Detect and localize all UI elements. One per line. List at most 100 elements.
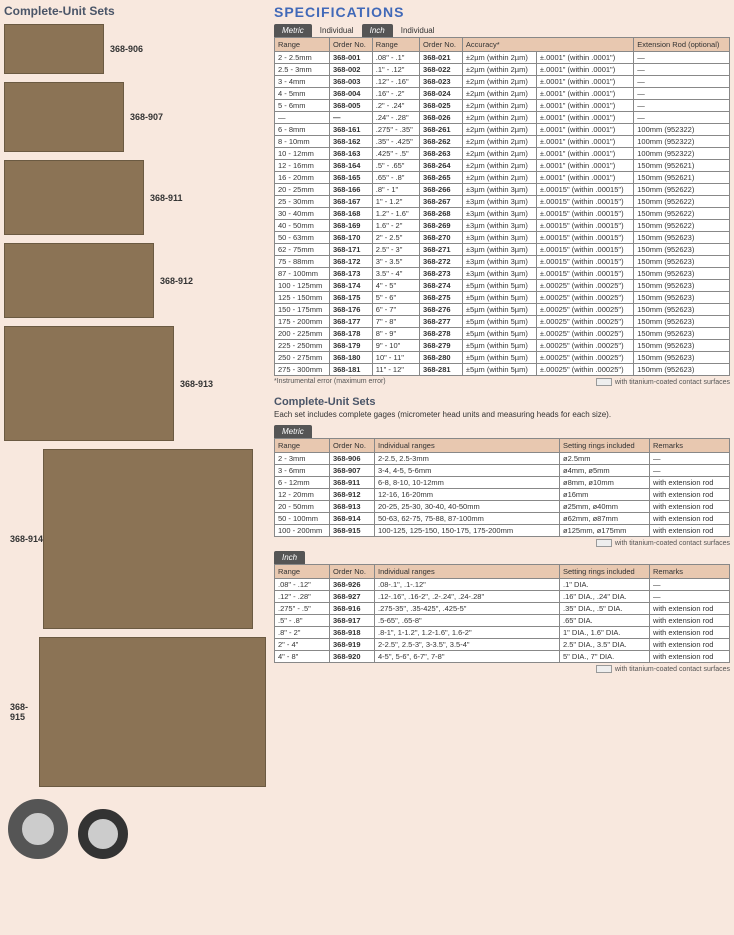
sets-description: Each set includes complete gages (microm… (274, 410, 730, 419)
subtitle-complete-unit-sets: Complete-Unit Sets (274, 396, 730, 408)
product-item: 368-913 (4, 326, 266, 441)
titanium-swatch (596, 378, 612, 386)
titanium-swatch (596, 539, 612, 547)
col-remarks: Remarks (650, 565, 730, 579)
col-order: Order No. (329, 38, 372, 52)
table-row: 25 - 30mm368-1671" - 1.2"368-267±3µm (wi… (275, 196, 730, 208)
product-item: 368-912 (4, 243, 266, 318)
table-row: 40 - 50mm368-1691.6" - 2"368-269±3µm (wi… (275, 220, 730, 232)
table-row: 50 - 63mm368-1702" - 2.5"368-270±3µm (wi… (275, 232, 730, 244)
tab-inch: Inch (274, 551, 305, 564)
table-row: 125 - 150mm368-1755" - 6"368-275±5µm (wi… (275, 292, 730, 304)
col-range: Range (275, 439, 330, 453)
table-row: 12 - 20mm368-91212-16, 16-20mmø16mmwith … (275, 489, 730, 501)
col-order: Order No. (420, 38, 463, 52)
col-accuracy: Accuracy* (462, 38, 633, 52)
table-row: 20 - 25mm368-166.8" - 1"368-266±3µm (wit… (275, 184, 730, 196)
table-row: 150 - 175mm368-1766" - 7"368-276±5µm (wi… (275, 304, 730, 316)
table-row: .8" - 2"368-918.8-1", 1-1.2", 1.2-1.6", … (275, 627, 730, 639)
product-image (4, 82, 124, 152)
table-row: 2 - 3mm368-9062-2.5, 2.5-3mmø2.5mm— (275, 453, 730, 465)
note-titanium: with titanium-coated contact surfaces (615, 540, 730, 547)
table-row: 3 - 6mm368-9073-4, 4-5, 5-6mmø4mm, ø5mm— (275, 465, 730, 477)
table-row: 2" - 4"368-9192-2.5", 2.5-3", 3-3.5", 3.… (275, 639, 730, 651)
table-row: 8 - 10mm368-162.35" - .425"368-262±2µm (… (275, 136, 730, 148)
product-label: 368-906 (110, 44, 143, 54)
product-label: 368-907 (130, 112, 163, 122)
product-item: 368-911 (4, 160, 266, 235)
col-range: Range (275, 38, 330, 52)
table-row: 75 - 88mm368-1723" - 3.5"368-272±3µm (wi… (275, 256, 730, 268)
col-extension: Extension Rod (optional) (634, 38, 730, 52)
table-row: 5 - 6mm368-005.2" - .24"368-025±2µm (wit… (275, 100, 730, 112)
table-row: 2 - 2.5mm368-001.08" - .1"368-021±2µm (w… (275, 52, 730, 64)
tab-inch: Inch (362, 24, 393, 37)
col-ind-ranges: Individual ranges (375, 439, 560, 453)
product-image (43, 449, 253, 629)
product-label: 368-911 (150, 193, 183, 203)
specifications-title: SPECIFICATIONS (274, 4, 730, 20)
table-row: .08" - .12"368-926.08-.1", .1-.12".1" DI… (275, 579, 730, 591)
table-row: 16 - 20mm368-165.65" - .8"368-265±2µm (w… (275, 172, 730, 184)
note-titanium: with titanium-coated contact surfaces (615, 379, 730, 386)
table-row: 30 - 40mm368-1681.2" - 1.6"368-268±3µm (… (275, 208, 730, 220)
table-row: 12 - 16mm368-164.5" - .65"368-264±2µm (w… (275, 160, 730, 172)
tab-metric: Metric (274, 24, 312, 37)
table-row: 200 - 225mm368-1788" - 9"368-278±5µm (wi… (275, 328, 730, 340)
setting-ring-image (8, 799, 68, 859)
product-image (4, 326, 174, 441)
table-row: .275" - .5"368-916.275-35", .35-425", .4… (275, 603, 730, 615)
table-row: 100 - 125mm368-1744" - 5"368-274±5µm (wi… (275, 280, 730, 292)
product-label: 368-912 (160, 276, 193, 286)
col-order: Order No. (330, 439, 375, 453)
table-row: .12" - .28"368-927.12-.16", .16-2", .2-.… (275, 591, 730, 603)
titanium-swatch (596, 665, 612, 673)
specifications-table: Range Order No. Range Order No. Accuracy… (274, 37, 730, 376)
tab-individual-label: Individual (395, 24, 441, 37)
inch-sets-table: Range Order No. Individual ranges Settin… (274, 564, 730, 663)
table-row: 20 - 50mm368-91320-25, 25-30, 30-40, 40-… (275, 501, 730, 513)
col-rings: Setting rings included (560, 565, 650, 579)
table-row: 50 - 100mm368-91450-63, 62-75, 75-88, 87… (275, 513, 730, 525)
table-row: 62 - 75mm368-1712.5" - 3"368-271±3µm (wi… (275, 244, 730, 256)
product-image (4, 24, 104, 74)
product-label: 368-915 (10, 702, 39, 722)
note-titanium: with titanium-coated contact surfaces (615, 666, 730, 673)
table-row: 6 - 12mm368-9116-8, 8-10, 10-12mmø8mm, ø… (275, 477, 730, 489)
product-label: 368-913 (180, 379, 213, 389)
product-item: 368-914 (4, 449, 266, 629)
table-row: 100 - 200mm368-915100-125, 125-150, 150-… (275, 525, 730, 537)
metric-sets-table: Range Order No. Individual ranges Settin… (274, 438, 730, 537)
section-title-complete-unit-sets: Complete-Unit Sets (4, 4, 266, 18)
col-order: Order No. (330, 565, 375, 579)
table-row: 250 - 275mm368-18010" - 11"368-280±5µm (… (275, 352, 730, 364)
product-image (4, 243, 154, 318)
table-row: 6 - 8mm368-161.275" - .35"368-261±2µm (w… (275, 124, 730, 136)
table-row: 3 - 4mm368-003.12" - .16"368-023±2µm (wi… (275, 76, 730, 88)
table-row: 175 - 200mm368-1777" - 8"368-277±5µm (wi… (275, 316, 730, 328)
col-rings: Setting rings included (560, 439, 650, 453)
table-row: 4" - 8"368-9204-5", 5-6", 6-7", 7-8"5" D… (275, 651, 730, 663)
tab-metric: Metric (274, 425, 312, 438)
table-row: 275 - 300mm368-18111" - 12"368-281±5µm (… (275, 364, 730, 376)
table-row: 87 - 100mm368-1733.5" - 4"368-273±3µm (w… (275, 268, 730, 280)
col-range: Range (372, 38, 419, 52)
product-item: 368-915 (4, 637, 266, 787)
col-remarks: Remarks (650, 439, 730, 453)
product-image (4, 160, 144, 235)
col-range: Range (275, 565, 330, 579)
table-row: 2.5 - 3mm368-002.1" - .12"368-022±2µm (w… (275, 64, 730, 76)
product-label: 368-914 (10, 534, 43, 544)
table-row: 225 - 250mm368-1799" - 10"368-279±5µm (w… (275, 340, 730, 352)
product-image (39, 637, 266, 787)
table-row: 4 - 5mm368-004.16" - .2"368-024±2µm (wit… (275, 88, 730, 100)
product-item: 368-907 (4, 82, 266, 152)
tab-individual-label: Individual (314, 24, 360, 37)
col-ind-ranges: Individual ranges (375, 565, 560, 579)
table-row: 10 - 12mm368-163.425" - .5"368-263±2µm (… (275, 148, 730, 160)
table-row: .5" - .8"368-917.5-65", .65-8".65" DIA.w… (275, 615, 730, 627)
table-row: ——.24" - .28"368-026±2µm (within 2µm)±.0… (275, 112, 730, 124)
product-item: 368-906 (4, 24, 266, 74)
setting-ring-image (78, 809, 128, 859)
note-instrumental: *Instrumental error (maximum error) (274, 378, 386, 386)
